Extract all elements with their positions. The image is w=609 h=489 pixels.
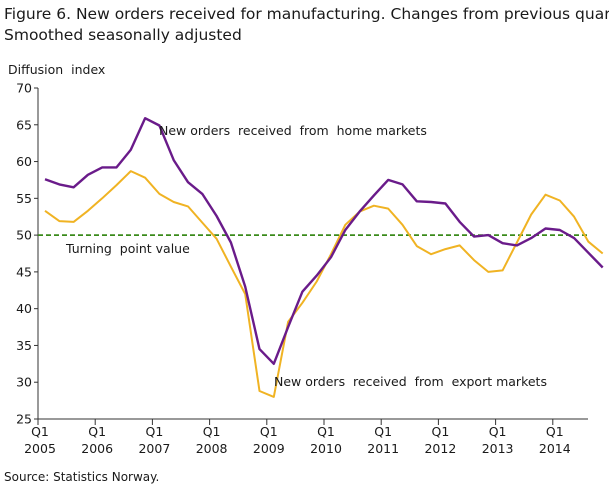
home-markets-line (44, 116, 604, 365)
chart-title: Figure 6. New orders received for manufa… (4, 4, 609, 46)
x-tick-label-quarter: Q1 (374, 424, 392, 439)
y-tick-label: 40 (16, 301, 32, 316)
y-tick-label: 50 (16, 228, 32, 243)
x-tick-label-quarter: Q1 (31, 424, 49, 439)
x-tick-label-year: 2011 (367, 441, 399, 456)
x-tick-label-quarter: Q1 (317, 424, 335, 439)
y-axis-label: Diffusion index (8, 62, 106, 77)
x-tick-label-year: 2012 (424, 441, 456, 456)
x-tick-label-year: 2010 (310, 441, 342, 456)
x-tick-label-year: 2008 (196, 441, 228, 456)
chart-title-line-2: Smoothed seasonally adjusted (4, 26, 242, 44)
x-tick-label-year: 2007 (138, 441, 170, 456)
x-tick-label-year: 2006 (81, 441, 113, 456)
x-tick-label-quarter: Q1 (88, 424, 106, 439)
y-tick-label: 60 (16, 154, 32, 169)
y-tick-label: 55 (16, 191, 32, 206)
y-tick-label: 25 (16, 412, 32, 427)
x-tick-label-year: 2013 (482, 441, 514, 456)
x-tick-label-quarter: Q1 (146, 424, 164, 439)
x-tick-label-quarter: Q1 (489, 424, 507, 439)
x-tick-label-quarter: Q1 (432, 424, 450, 439)
export-markets-line (44, 170, 604, 398)
source-note: Source: Statistics Norway. (4, 470, 160, 484)
y-tick-label: 35 (16, 338, 32, 353)
home-markets-label: New orders received from home markets (159, 123, 427, 138)
x-tick-label-quarter: Q1 (546, 424, 564, 439)
x-tick-label-quarter: Q1 (203, 424, 221, 439)
chart-title-line-1: Figure 6. New orders received for manufa… (4, 5, 609, 23)
y-tick-label: 65 (16, 117, 32, 132)
x-tick-label-year: 2005 (24, 441, 56, 456)
turning-point-label: Turning point value (65, 241, 190, 256)
x-tick-label-quarter: Q1 (260, 424, 278, 439)
x-tick-label-year: 2014 (539, 441, 571, 456)
export-markets-label: New orders received from export markets (274, 374, 547, 389)
y-tick-label: 70 (16, 81, 32, 96)
y-tick-label: 45 (16, 264, 32, 279)
y-tick-label: 30 (16, 375, 32, 390)
x-tick-label-year: 2009 (253, 441, 285, 456)
